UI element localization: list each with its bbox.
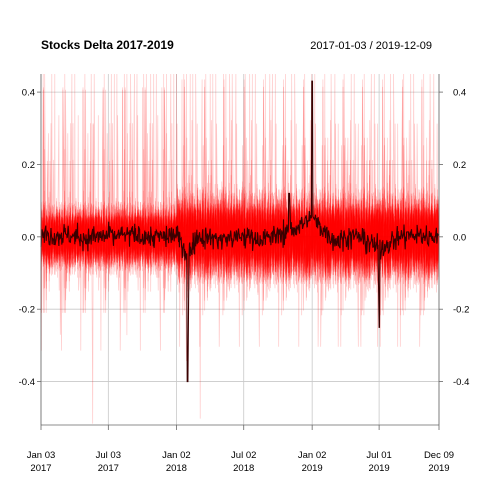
series-line [40,86,440,301]
y-tick-label-right: 0.0 [453,232,466,243]
series-line [40,79,440,351]
series-line [40,73,440,347]
x-tick-label-month: Jan 02 [298,450,327,461]
series-line [40,73,440,347]
series-line [40,73,440,301]
x-tick-label-year: 2018 [166,463,187,474]
y-tick-label-right: 0.4 [453,88,466,99]
x-tick-label-year: 2019 [302,463,323,474]
series-line [40,79,440,313]
series-line [40,73,440,301]
x-tick-label-month: Jan 03 [27,450,56,461]
series-line [40,79,440,351]
y-tick-label-right: -0.2 [453,305,469,316]
x-tick-label-year: 2019 [428,463,449,474]
x-tick-label-month: Dec 09 [424,450,454,461]
series-line [40,73,440,301]
series-line [40,73,440,347]
axis-layer: 0.4 0.4 0.2 0.2 0.0 0.0 -0.2 -0.2 -0.4 -0.4 Jan 03… [19,74,469,474]
x-tick-label-year: 2018 [233,463,254,474]
date-range: 2017-01-03 / 2019-12-09 [310,40,432,52]
series-line [40,73,440,347]
series-line [40,73,440,301]
x-tick-label-year: 2017 [30,463,51,474]
series-layer [40,73,440,424]
series-line [40,73,440,347]
series-line [40,73,440,347]
x-tick-label-month: Jul 01 [366,450,391,461]
chart-title: Stocks Delta 2017-2019 [41,38,174,52]
x-tick-label-month: Jul 03 [96,450,121,461]
series-line [40,79,440,313]
x-tick-label-month: Jan 02 [162,450,191,461]
y-tick-label-left: -0.4 [19,377,35,388]
series-line [40,79,440,351]
y-tick-label-left: 0.4 [22,88,35,99]
x-tick-label-year: 2019 [369,463,390,474]
y-tick-label-left: 0.0 [22,232,35,243]
series-line [40,73,440,301]
aggregate-series-line [40,80,440,383]
series-line [40,73,440,347]
series-line [40,73,440,347]
y-tick-label-left: 0.2 [22,160,35,171]
y-tick-label-right: -0.4 [453,377,469,388]
series-line [40,87,440,313]
x-tick-label-month: Jul 02 [231,450,256,461]
x-tick-label-year: 2017 [98,463,119,474]
y-tick-label-left: -0.2 [19,305,35,316]
series-line [40,73,440,292]
y-tick-label-right: 0.2 [453,160,466,171]
